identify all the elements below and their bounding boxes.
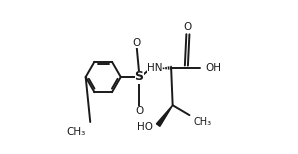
Text: S: S [135, 71, 144, 83]
Text: O: O [184, 22, 192, 32]
Text: O: O [133, 38, 141, 48]
Text: OH: OH [205, 63, 221, 73]
Text: O: O [135, 106, 143, 116]
Text: HO: HO [137, 122, 153, 132]
Text: HN: HN [147, 63, 162, 73]
Text: CH₃: CH₃ [66, 127, 86, 137]
Polygon shape [156, 105, 173, 126]
Text: CH₃: CH₃ [193, 118, 211, 128]
